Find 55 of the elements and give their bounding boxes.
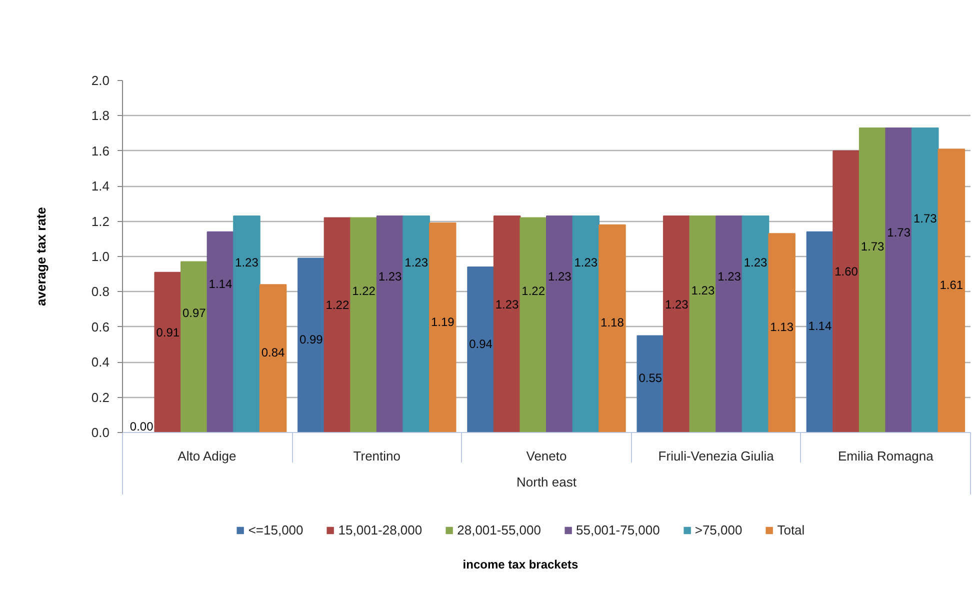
y-tick-label: 0.2 — [91, 390, 110, 405]
data-label: 1.22 — [326, 298, 350, 312]
x-tick-label: Friuli-Venezia Giulia — [658, 448, 775, 464]
data-label: 0.84 — [261, 346, 286, 360]
data-label: 1.23 — [378, 269, 402, 284]
y-tick-label: 1.4 — [91, 178, 110, 194]
x-tick-label: Emilia Romagna — [838, 448, 934, 464]
data-label: 1.73 — [887, 225, 911, 240]
x-tick-label: Veneto — [526, 448, 567, 464]
legend-label: 15,001-28,000 — [338, 522, 422, 538]
y-tick-label: 1.8 — [91, 108, 110, 124]
data-label: 0.94 — [469, 336, 493, 351]
y-tick-label: 1.2 — [91, 214, 110, 229]
data-label: 1.73 — [913, 211, 938, 226]
data-label: 1.23 — [718, 269, 742, 284]
y-tick-label: 1.0 — [91, 249, 110, 264]
text: North east — [516, 474, 577, 490]
data-label: 1.23 — [691, 283, 715, 298]
x-tick-label: Alto Adige — [178, 448, 236, 464]
data-label: 1.23 — [495, 297, 520, 312]
data-label: 1.73 — [860, 239, 885, 254]
data-label: 1.14 — [808, 319, 832, 334]
data-label: 0.97 — [182, 306, 206, 320]
x-tick-label: Trentino — [353, 448, 401, 464]
data-label: 1.23 — [664, 297, 689, 312]
legend-label: Total — [777, 522, 805, 538]
data-label: 1.23 — [235, 255, 259, 270]
y-tick-label: 1.6 — [91, 143, 110, 158]
data-label: 0.55 — [638, 371, 662, 386]
y-tick-label: 0.0 — [91, 425, 110, 440]
legend-label: <=15,000 — [248, 522, 304, 538]
legend-label: >75,000 — [694, 522, 742, 538]
data-label: 1.23 — [744, 255, 768, 270]
data-label: 0.00 — [130, 420, 154, 434]
legend-label: 55,001-75,000 — [576, 522, 660, 538]
data-label: 1.22 — [522, 284, 546, 298]
data-label: 1.14 — [208, 277, 232, 292]
data-label: 1.23 — [574, 255, 598, 270]
data-label: 1.13 — [770, 320, 794, 334]
data-label: 1.23 — [404, 255, 428, 270]
y-tick-label: 0.8 — [91, 284, 110, 300]
data-label: 1.22 — [352, 284, 376, 298]
data-label: 1.18 — [600, 316, 624, 330]
data-label: 1.19 — [430, 314, 455, 329]
data-label: 0.99 — [300, 332, 324, 346]
data-label: 1.61 — [940, 278, 964, 292]
data-label: 1.60 — [834, 264, 858, 279]
y-tick-label: 2.0 — [91, 73, 110, 88]
y-axis-title: average tax rate — [33, 206, 48, 306]
data-label: 1.23 — [548, 269, 572, 284]
legend-label: 28,001-55,000 — [457, 522, 541, 538]
text: income tax brackets — [462, 558, 579, 572]
data-label: 0.91 — [156, 325, 180, 340]
y-tick-label: 0.4 — [91, 354, 110, 370]
y-tick-label: 0.6 — [91, 319, 110, 334]
